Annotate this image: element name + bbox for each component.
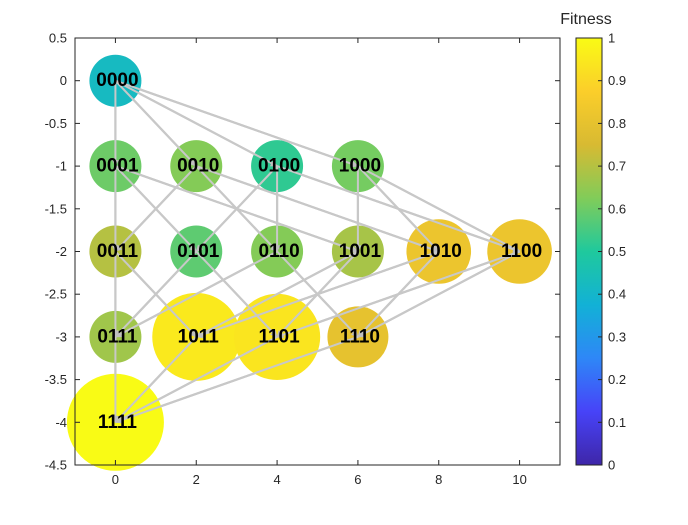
- node-label-1000: 1000: [339, 156, 381, 177]
- y-tick-label--2: -2: [55, 244, 67, 259]
- node-label-0100: 0100: [258, 156, 300, 177]
- y-tick-label--1.5: -1.5: [45, 201, 67, 216]
- node-label-0010: 0010: [177, 156, 219, 177]
- edge-overlay-1000-1010: [357, 165, 440, 253]
- colorbar-tick-label-0.5: 0.5: [608, 244, 626, 259]
- edge-overlay-0101-1101: [195, 250, 278, 338]
- edge-overlay-0000-0010: [114, 80, 197, 167]
- x-tick-label-6: 6: [354, 472, 361, 487]
- y-tick-label--3: -3: [55, 329, 67, 344]
- edge-overlay-0101-0111: [114, 250, 197, 338]
- edge-overlay-1001-1011: [195, 250, 359, 338]
- colorbar: Fitness 0 0.1 0.2 0.3 0.4 0.5 0.6 0.7 0.8 0.9 1: [560, 11, 626, 473]
- colorbar-title: Fitness: [560, 11, 612, 28]
- edge-overlay-0000-0100: [114, 79, 278, 167]
- node-label-0111: 0111: [97, 326, 138, 347]
- edge-overlay-1011-1111: [114, 336, 197, 423]
- edge-overlay-0100-0101: [195, 165, 278, 253]
- node-label-0101: 0101: [177, 241, 220, 262]
- node-label-1011: 1011: [178, 326, 220, 347]
- edge-overlay-1110-1111: [114, 335, 359, 424]
- colorbar-tick-label-0: 0: [608, 458, 615, 473]
- colorbar-tick-label-0.7: 0.7: [608, 159, 626, 174]
- edge-overlay-0010-0011: [114, 165, 197, 253]
- node-label-1100: 1100: [501, 241, 542, 262]
- node-label-0000: 0000: [96, 70, 138, 91]
- node-label-0011: 0011: [97, 241, 139, 262]
- edge-overlay-1000-1100: [357, 165, 521, 253]
- colorbar-tick-label-0.6: 0.6: [608, 201, 626, 216]
- x-tick-label-0: 0: [112, 472, 119, 487]
- edge-overlay-0010-1010: [195, 165, 440, 253]
- y-tick-label-0.5: 0.5: [49, 31, 67, 46]
- colorbar-tick-label-0.8: 0.8: [608, 116, 626, 131]
- x-tick-label-4: 4: [273, 472, 280, 487]
- colorbar-tick-label-0.1: 0.1: [608, 415, 626, 430]
- y-tick-label--2.5: -2.5: [45, 287, 67, 302]
- x-tick-label-8: 8: [435, 472, 442, 487]
- colorbar-tick-label-0.2: 0.2: [608, 372, 626, 387]
- edge-overlay-1010-1011: [195, 250, 440, 339]
- x-tick-label-10: 10: [512, 472, 526, 487]
- y-tick-label--3.5: -3.5: [45, 372, 67, 387]
- node-label-1001: 1001: [339, 241, 382, 262]
- node-label-1111: 1111: [98, 412, 138, 433]
- edge-overlay-0000-1000: [115, 79, 359, 168]
- edge-overlay-1100-1101: [276, 250, 520, 339]
- axes-layer: 0 2 4 6 8 10 0.5 0 -0.5 -1 -1.5 -2 -2.5 -3 -3.5 -4 -4.5: [45, 31, 561, 487]
- node-label-1110: 1110: [340, 326, 380, 347]
- y-tick-label--4: -4: [55, 415, 67, 430]
- node-label-0001: 0001: [96, 156, 139, 177]
- colorbar-tick-label-0.4: 0.4: [608, 287, 626, 302]
- colorbar-tick-label-0.3: 0.3: [608, 329, 626, 344]
- node-label-0110: 0110: [258, 241, 299, 262]
- node-label-1101: 1101: [258, 326, 300, 347]
- x-tick-label-2: 2: [193, 472, 200, 487]
- y-tick-label--1: -1: [55, 159, 67, 174]
- y-tick-label--0.5: -0.5: [45, 116, 67, 131]
- nodes-layer: 0000 0001 0010 0100 1000 0011 0101 0110 1001 1010…: [66, 54, 552, 471]
- edge-overlay-1101-1111: [114, 336, 278, 424]
- colorbar-tick-label-0.9: 0.9: [608, 73, 626, 88]
- edge-overlay-0110-0111: [114, 250, 278, 338]
- y-tick-label-0: 0: [60, 73, 67, 88]
- y-tick-label--4.5: -4.5: [45, 458, 67, 473]
- edge-overlay-1100-1110: [357, 250, 521, 338]
- colorbar-fill: [576, 38, 602, 465]
- node-label-1010: 1010: [420, 241, 462, 262]
- colorbar-tick-label-1: 1: [608, 31, 615, 46]
